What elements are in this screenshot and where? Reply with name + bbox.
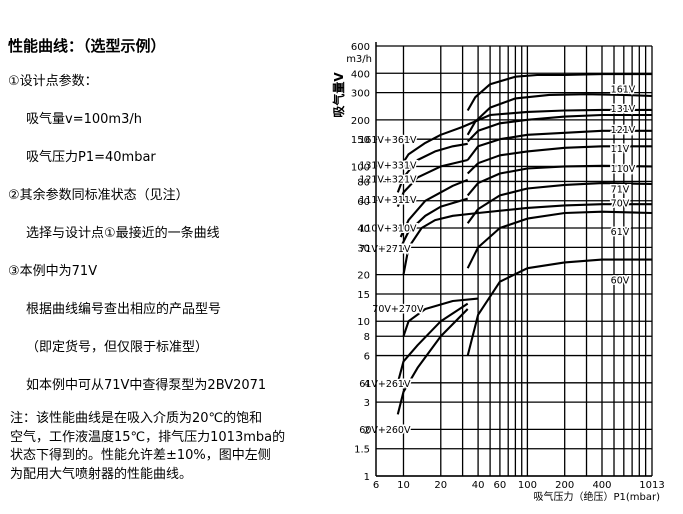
y-tick-label: 600: [351, 42, 370, 53]
series-line-61V+261V: [396, 302, 469, 384]
series-line-70V+270V: [402, 297, 479, 337]
curve-label: 161V: [611, 85, 636, 96]
y-tick-label: 80: [357, 177, 370, 188]
y-tick-label: 20: [357, 271, 370, 282]
y-tick-label: 10: [357, 317, 370, 328]
x-tick-label: 6: [373, 480, 379, 491]
curve-label: 131V+331V: [359, 160, 417, 171]
y-tick-label: 15: [357, 290, 370, 301]
x-tick-label: 60: [494, 480, 507, 491]
series-line-121V: [466, 113, 652, 143]
y-tick-label: 100: [351, 162, 370, 173]
footnote: 注：该性能曲线是在吸入介质为20℃的饱和 空气，工作液温度15℃，排气压力101…: [10, 410, 335, 484]
curve-label: 121V+321V: [359, 174, 417, 185]
page-title: 性能曲线：（选型示例）: [8, 37, 166, 55]
footnote-line: 状态下得到的。性能允许差±10%，图中左侧: [10, 448, 271, 463]
curve-label: 110V: [611, 164, 636, 175]
y-tick-label: 60: [357, 197, 370, 208]
x-tick-label: 100: [518, 480, 537, 491]
design-flow-value: 吸气量v=100m3/h: [26, 112, 142, 127]
x-tick-label: 10: [397, 480, 410, 491]
series-line-110V: [466, 145, 652, 175]
series-line-71V+271V: [402, 203, 652, 275]
series-line-60V+260V: [396, 308, 469, 415]
curve-label: 61V: [611, 227, 630, 238]
y-unit-label: m3/h: [346, 54, 372, 65]
series-line-121V+321V: [396, 158, 468, 207]
curve-label: 61V+261V: [359, 379, 411, 390]
series-line-111V: [466, 129, 652, 161]
y-tick-label: 6: [364, 352, 370, 363]
y-tick-label: 1: [364, 472, 370, 483]
series-line-111V+311V: [399, 178, 469, 238]
y-tick-label: 1.5: [354, 445, 370, 456]
x-tick-label: 400: [592, 480, 611, 491]
step-1-heading: ①设计点参数：: [8, 74, 98, 89]
series-line-61V: [466, 210, 653, 269]
selection-text-panel: 性能曲线：（选型示例） ①设计点参数： 吸气量v=100m3/h 吸气压力P1=…: [8, 37, 335, 484]
series-line-60V: [466, 258, 652, 356]
series-line-161V+361V: [399, 108, 652, 167]
step-2-instruction: 选择与设计点①最接近的一条曲线: [26, 226, 220, 241]
footnote-line: 为配用大气喷射器的性能曲线。: [10, 466, 193, 482]
curve-label: 70V+270V: [372, 304, 424, 315]
step-3-instruction: 根据曲线编号查出相应的产品型号: [26, 302, 222, 317]
y-tick-label: 300: [351, 89, 370, 100]
x-tick-label: 1013: [639, 480, 664, 491]
y-tick-label: 400: [351, 69, 370, 80]
curve-label: 161V+361V: [359, 135, 417, 146]
x-tick-label: 40: [472, 480, 485, 491]
step-3-heading: ③本例中为71V: [8, 264, 98, 279]
curve-label: 111V+311V: [359, 195, 417, 206]
design-pressure-value: 吸气压力P1=40mbar: [26, 150, 156, 165]
step-3-note: （即定货号，但仅限于标准型）: [26, 340, 209, 355]
y-tick-label: 30: [357, 243, 370, 254]
series-line-71V: [466, 164, 653, 197]
series-line-131V+331V: [396, 142, 468, 193]
x-tick-label: 200: [555, 480, 574, 491]
step-2-heading: ②其余参数同标准状态（见注）: [8, 188, 189, 203]
series-layer: [396, 73, 653, 415]
y-tick-label: 40: [357, 224, 370, 235]
curve-label-layer: 161V 131V 121V 11V 110V 71V 70V 61V 60V 161V+361V…: [358, 83, 637, 437]
curve-label: 121V: [611, 125, 636, 136]
curve-label: 131V: [611, 104, 636, 115]
curve-label: 110V+310V: [359, 223, 417, 234]
curve-label: 70V: [611, 199, 630, 210]
curve-label: 60V+260V: [359, 425, 411, 436]
x-tick-label: 20: [434, 480, 447, 491]
y-tick-label: 3: [364, 398, 370, 409]
curve-label: 71V+271V: [359, 244, 411, 255]
y-axis-title: 吸气量V: [331, 72, 346, 118]
y-tick-label: 4: [364, 379, 370, 390]
footnote-line: 空气，工作液温度15℃，排气压力1013mba的: [10, 429, 286, 445]
curve-label: 11V: [611, 144, 630, 155]
curve-label: 60V: [611, 276, 630, 287]
example-result: 如本例中可从71V中查得泵型为2BV2071: [26, 378, 267, 393]
curve-label: 71V: [611, 184, 630, 195]
series-line-110V+310V: [399, 197, 468, 248]
axis-layer: 1 1.5 2 3 4 6 8 10 15 20 30 40 60 80 100 150 200 300 400 60…: [331, 42, 665, 503]
y-tick-label: 150: [351, 135, 370, 146]
series-line-70V: [466, 182, 653, 224]
x-axis-title: 吸气压力（绝压）P1(mbar): [533, 490, 660, 503]
y-tick-label: 2: [364, 425, 370, 436]
y-tick-label: 8: [364, 332, 370, 343]
y-tick-label: 200: [351, 116, 370, 127]
series-line-161V: [466, 73, 652, 112]
footnote-line: 注：该性能曲线是在吸入介质为20℃的饱和: [10, 411, 263, 426]
